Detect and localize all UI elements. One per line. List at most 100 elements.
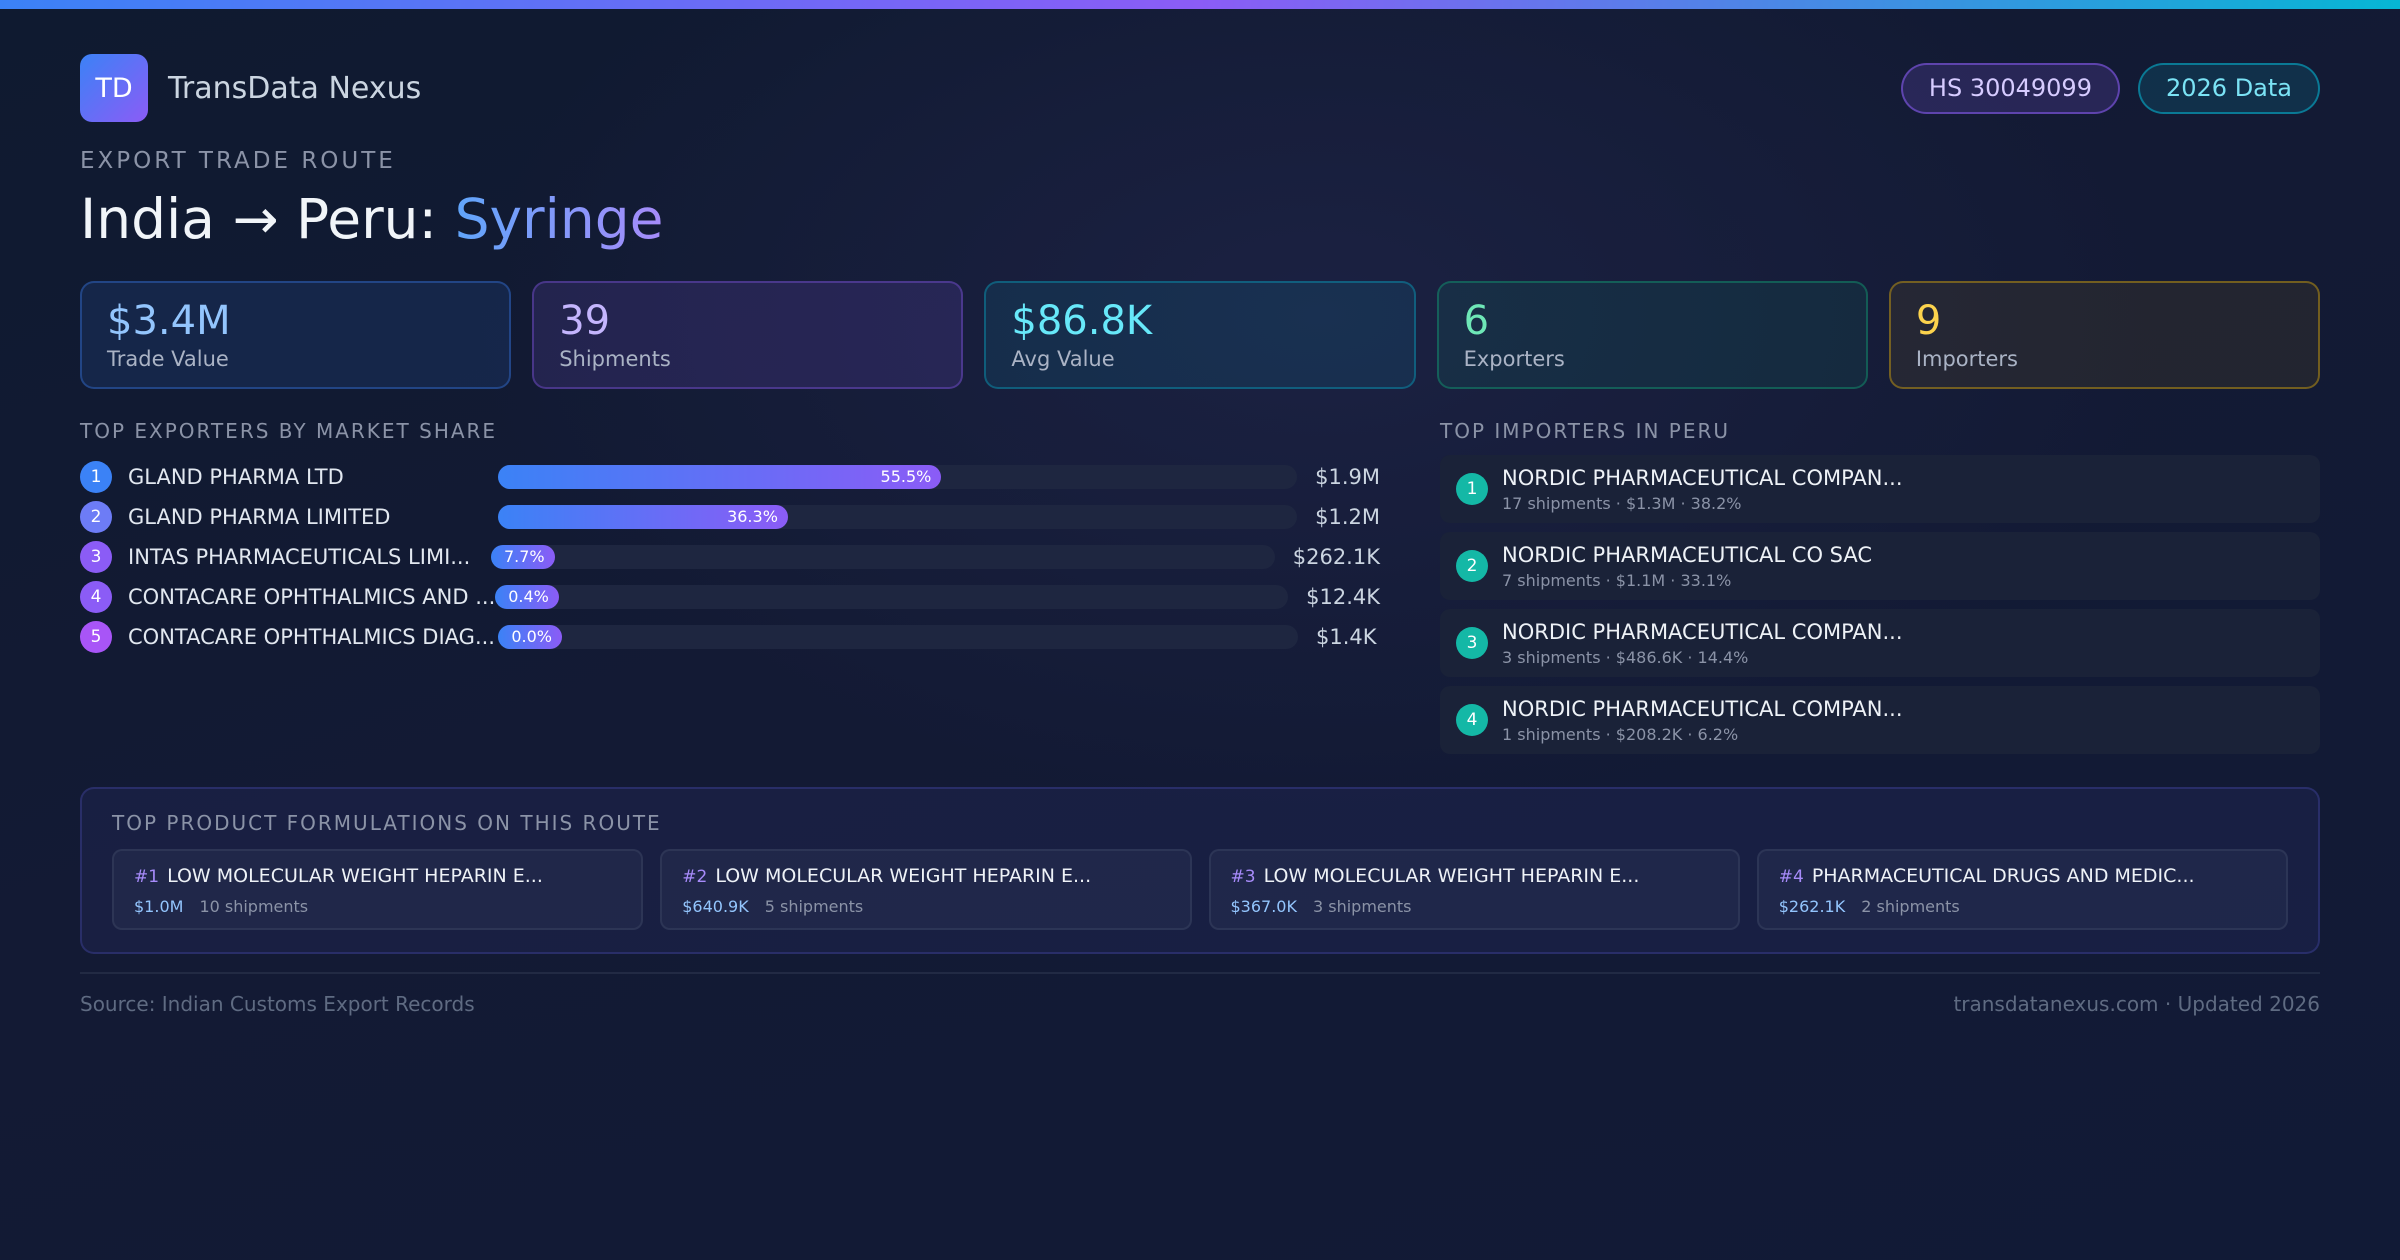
stat-card-trade-value: $3.4M Trade Value [80, 281, 512, 390]
exporter-share-label: 7.7% [503, 547, 545, 567]
stat-card-importers: 9 Importers [1888, 281, 2321, 390]
accent-top-bar [0, 0, 2400, 9]
importer-rank: 4 [1456, 704, 1488, 737]
page-title: India → Peru: Syringe [80, 187, 2320, 251]
page: TD TransData Nexus HS 30049099 2026 Data… [80, 54, 2321, 1016]
importer-text: NORDIC PHARMACEUTICAL COMPAN... 3 shipme… [1502, 620, 1903, 667]
product-shipments: 2 shipments [1861, 897, 1960, 917]
stat-label: Avg Value [1011, 347, 1115, 372]
product-formulations-panel: TOP PRODUCT FORMULATIONS ON THIS ROUTE #… [80, 787, 2320, 955]
stat-value: 6 [1463, 298, 1490, 345]
importer-name: NORDIC PHARMACEUTICAL COMPAN... [1502, 619, 1903, 644]
exporter-value: $1.4K [1316, 625, 1377, 650]
exporter-share-fill: 36.3% [497, 505, 788, 530]
importer-card[interactable]: 1 NORDIC PHARMACEUTICAL COMPAN... 17 shi… [1440, 455, 2320, 524]
importer-meta: 7 shipments · $1.1M · 33.1% [1502, 570, 1732, 590]
stat-label: Shipments [559, 347, 671, 372]
exporter-share-fill: 0.0% [498, 625, 562, 650]
product-value: $262.1K [1778, 897, 1846, 917]
product-card[interactable]: #2 LOW MOLECULAR WEIGHT HEPARIN E... $640… [660, 849, 1192, 931]
product-name: LOW MOLECULAR WEIGHT HEPARIN E... [715, 865, 1092, 888]
exporter-share-label: 0.4% [508, 587, 549, 607]
importer-rank: 3 [1456, 627, 1488, 660]
exporter-value: $1.9M [1315, 465, 1380, 490]
exporter-row[interactable]: 4 CONTACARE OPHTHALMICS AND ... 0.4% $12… [80, 577, 1380, 617]
product-name: LOW MOLECULAR WEIGHT HEPARIN E... [1263, 865, 1640, 888]
importer-text: NORDIC PHARMACEUTICAL CO SAC 7 shipments… [1502, 543, 1872, 590]
exporter-share-label: 55.5% [880, 467, 932, 487]
exporter-share-bar: 36.3% [497, 505, 1298, 530]
importer-text: NORDIC PHARMACEUTICAL COMPAN... 17 shipm… [1502, 466, 1903, 513]
importer-meta: 3 shipments · $486.6K · 14.4% [1502, 647, 1749, 667]
title-route: India → Peru: [80, 187, 455, 251]
exporter-name: CONTACARE OPHTHALMICS AND ... [128, 585, 495, 610]
data-year-badge: 2026 Data [2137, 62, 2320, 114]
exporter-rank: 2 [80, 501, 112, 534]
product-card[interactable]: #3 LOW MOLECULAR WEIGHT HEPARIN E... $367… [1208, 849, 1740, 931]
product-rank: #2 [682, 867, 708, 888]
hs-code-badge: HS 30049099 [1900, 62, 2120, 114]
exporter-row[interactable]: 5 CONTACARE OPHTHALMICS DIAG... 0.0% $1.… [80, 617, 1380, 657]
exporter-share-fill: 0.4% [494, 585, 559, 610]
logo: TD [80, 54, 148, 122]
product-rank: #1 [134, 867, 160, 888]
product-rank: #3 [1230, 867, 1256, 888]
exporters-panel: TOP EXPORTERS BY MARKET SHARE 1 GLAND PH… [80, 419, 1380, 763]
exporter-rank: 5 [80, 621, 112, 654]
stat-label: Trade Value [107, 347, 229, 372]
product-rank: #4 [1778, 867, 1804, 888]
products-title: TOP PRODUCT FORMULATIONS ON THIS ROUTE [112, 811, 662, 836]
exporter-rank: 1 [80, 461, 112, 494]
product-shipments: 5 shipments [764, 897, 864, 917]
footer-site-link[interactable]: transdatanexus.com · Updated 2026 [1953, 992, 2320, 1017]
stats-row: $3.4M Trade Value 39 Shipments $86.8K Av… [80, 281, 2321, 390]
importer-card[interactable]: 3 NORDIC PHARMACEUTICAL COMPAN... 3 ship… [1440, 609, 2320, 678]
stat-value: $86.8K [1011, 298, 1153, 345]
exporter-share-fill: 55.5% [497, 465, 942, 490]
product-card[interactable]: #1 LOW MOLECULAR WEIGHT HEPARIN E... $1.0… [112, 849, 644, 931]
stat-value: 39 [559, 298, 611, 345]
importer-name: NORDIC PHARMACEUTICAL COMPAN... [1502, 465, 1903, 490]
importer-meta: 1 shipments · $208.2K · 6.2% [1502, 724, 1739, 744]
product-value: $640.9K [682, 897, 749, 917]
exporter-share-bar: 0.4% [494, 585, 1289, 610]
exporters-list: 1 GLAND PHARMA LTD 55.5% $1.9M 2 GLAND P… [80, 457, 1380, 657]
importer-card[interactable]: 2 NORDIC PHARMACEUTICAL CO SAC 7 shipmen… [1440, 532, 2320, 601]
middle-section: TOP EXPORTERS BY MARKET SHARE 1 GLAND PH… [80, 419, 2320, 763]
stat-label: Importers [1915, 347, 2019, 372]
exporter-row[interactable]: 2 GLAND PHARMA LIMITED 36.3% $1.2M [80, 497, 1380, 537]
product-name: LOW MOLECULAR WEIGHT HEPARIN E... [167, 865, 543, 888]
product-name: PHARMACEUTICAL DRUGS AND MEDIC... [1811, 865, 2195, 888]
product-card[interactable]: #4 PHARMACEUTICAL DRUGS AND MEDIC... $262… [1756, 849, 2288, 931]
route-eyebrow: EXPORT TRADE ROUTE [80, 148, 396, 174]
exporter-share-label: 0.0% [511, 627, 552, 647]
stat-label: Exporters [1463, 347, 1565, 372]
stat-value: 9 [1915, 298, 1942, 345]
brand[interactable]: TD TransData Nexus [80, 54, 421, 122]
exporter-share-fill: 7.7% [490, 545, 555, 570]
product-shipments: 3 shipments [1312, 897, 1412, 917]
exporter-row[interactable]: 1 GLAND PHARMA LTD 55.5% $1.9M [80, 457, 1380, 497]
stat-value: $3.4M [107, 298, 231, 345]
exporter-row[interactable]: 3 INTAS PHARMACEUTICALS LIMI... 7.7% $26… [80, 537, 1380, 577]
exporter-share-bar: 0.0% [498, 625, 1298, 650]
product-value: $367.0K [1230, 897, 1297, 917]
products-grid: #1 LOW MOLECULAR WEIGHT HEPARIN E... $1.0… [112, 849, 2288, 931]
exporter-value: $262.1K [1292, 545, 1380, 570]
stat-card-shipments: 39 Shipments [532, 281, 964, 390]
importer-card[interactable]: 4 NORDIC PHARMACEUTICAL COMPAN... 1 ship… [1440, 686, 2320, 755]
stat-card-exporters: 6 Exporters [1436, 281, 1868, 390]
header: TD TransData Nexus HS 30049099 2026 Data [80, 54, 2320, 122]
exporter-name: GLAND PHARMA LTD [128, 465, 344, 490]
header-badges: HS 30049099 2026 Data [1900, 62, 2320, 114]
importer-rank: 2 [1456, 550, 1488, 583]
exporter-name: INTAS PHARMACEUTICALS LIMI... [128, 545, 471, 570]
exporter-name: GLAND PHARMA LIMITED [128, 505, 391, 530]
importer-text: NORDIC PHARMACEUTICAL COMPAN... 1 shipme… [1502, 697, 1903, 744]
exporter-rank: 3 [80, 541, 112, 574]
footer-source: Source: Indian Customs Export Records [80, 992, 475, 1017]
footer: Source: Indian Customs Export Records tr… [80, 972, 2320, 1016]
exporter-share-bar: 7.7% [490, 545, 1275, 570]
title-product: Syringe [454, 187, 664, 251]
product-value: $1.0M [134, 897, 184, 917]
